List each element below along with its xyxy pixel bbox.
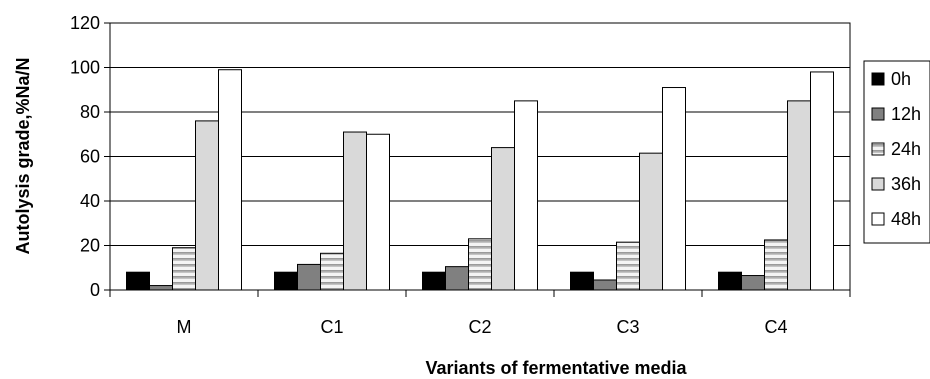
- x-tick-label: C3: [616, 317, 639, 337]
- bar: [149, 285, 173, 291]
- bar: [616, 241, 640, 291]
- bar: [343, 131, 367, 291]
- bar: [195, 120, 219, 291]
- bar: [274, 271, 298, 291]
- bar: [218, 69, 242, 291]
- y-tick-label: 0: [90, 280, 100, 300]
- y-tick-labels: 0 20 40 60 80 100 120: [70, 13, 100, 300]
- legend-label: 24h: [891, 139, 921, 159]
- bar: [718, 271, 742, 291]
- y-axis-title: Autolysis grade,%Na/N: [13, 57, 33, 254]
- bar: [366, 133, 390, 291]
- y-tick-label: 100: [70, 58, 100, 78]
- x-tick-label: M: [177, 317, 192, 337]
- legend-label: 0h: [891, 69, 911, 89]
- bar: [570, 271, 594, 291]
- x-axis-title: Variants of fermentative media: [425, 358, 687, 378]
- legend-label: 36h: [891, 174, 921, 194]
- bar: [297, 263, 321, 291]
- legend-swatch: [871, 142, 885, 156]
- bar: [662, 87, 686, 291]
- bar: [320, 252, 344, 291]
- legend-swatch: [871, 72, 885, 86]
- y-tick-label: 40: [80, 191, 100, 211]
- bar: [445, 266, 469, 291]
- bar: [764, 239, 788, 291]
- bar: [810, 71, 834, 291]
- legend-swatch: [871, 212, 885, 226]
- bar: [172, 247, 196, 291]
- bars: [126, 69, 834, 291]
- legend-swatch: [871, 107, 885, 121]
- bar: [639, 152, 663, 291]
- bar: [514, 100, 538, 291]
- x-tick-label: C2: [468, 317, 491, 337]
- legend-swatch: [871, 177, 885, 191]
- legend-label: 12h: [891, 104, 921, 124]
- plot-frame: [109, 22, 851, 291]
- legend: 0h 12h 24h 36h 48h: [863, 60, 930, 244]
- y-tick-label: 60: [80, 147, 100, 167]
- x-tick-label: C1: [320, 317, 343, 337]
- bar: [741, 275, 765, 291]
- y-tick-label: 80: [80, 102, 100, 122]
- bar: [468, 238, 492, 291]
- axes: [104, 22, 851, 297]
- x-tick-labels: M C1 C2 C3 C4: [177, 317, 788, 337]
- x-tick-label: C4: [764, 317, 787, 337]
- bar: [593, 279, 617, 291]
- bar: [491, 147, 515, 291]
- legend-label: 48h: [891, 209, 921, 229]
- y-tick-label: 20: [80, 236, 100, 256]
- bar: [422, 271, 446, 291]
- bar: [126, 271, 150, 291]
- y-tick-label: 120: [70, 13, 100, 33]
- bar: [787, 100, 811, 291]
